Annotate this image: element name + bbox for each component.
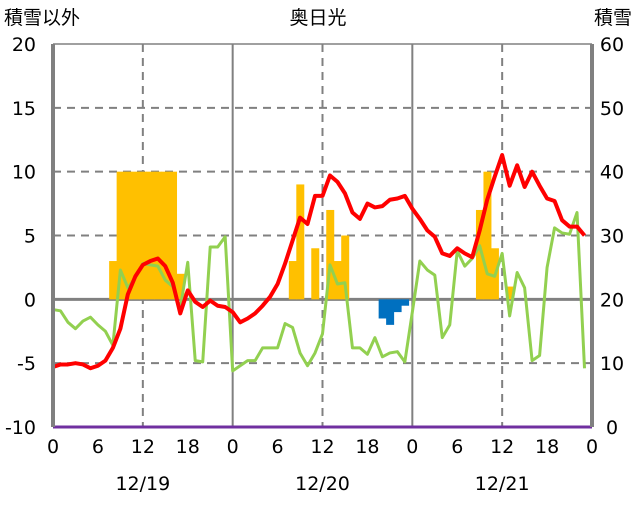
chart-title: 奥日光	[289, 7, 346, 29]
right-tick-label: 40	[600, 162, 624, 184]
snowfall-bar	[296, 184, 305, 300]
snowfall-bar	[176, 273, 185, 300]
x-tick-label: 12	[131, 436, 155, 458]
left-tick-label: 5	[24, 226, 36, 248]
snowfall-bar	[333, 261, 342, 300]
snowfall-bar	[326, 209, 335, 300]
date-label: 12/21	[475, 473, 530, 495]
x-tick-label: 0	[47, 436, 59, 458]
right-tick-label: 50	[600, 98, 624, 120]
snowfall-bar	[131, 171, 140, 300]
snowfall-bar	[154, 171, 163, 300]
frame	[51, 43, 594, 427]
snowfall-bar	[161, 171, 170, 300]
left-tick-label: 10	[12, 162, 36, 184]
x-tick-label: 6	[451, 436, 463, 458]
x-tick-label: 18	[176, 436, 200, 458]
bars	[109, 171, 514, 325]
date-label: 12/20	[295, 473, 350, 495]
snowfall-bar	[311, 248, 320, 300]
left-tick-label: -10	[5, 417, 36, 439]
snowfall-bar	[341, 235, 350, 300]
snowfall-bar	[139, 171, 148, 300]
x-tick-label: 6	[272, 436, 284, 458]
right-tick-label: 20	[600, 289, 624, 311]
x-tick-label: 0	[586, 436, 598, 458]
snowfall-bar	[505, 286, 514, 300]
x-tick-label: 6	[92, 436, 104, 458]
left-axis-label: 積雪以外	[4, 7, 80, 29]
left-tick-label: 20	[12, 34, 36, 56]
x-tick-label: 12	[490, 436, 514, 458]
red-series-line	[52, 153, 587, 371]
left-tick-label: 15	[12, 98, 36, 120]
x-tick-label: 0	[227, 436, 239, 458]
snowfall-bar	[288, 261, 297, 300]
left-tick-label: 0	[24, 289, 36, 311]
right-tick-label: 10	[600, 353, 624, 375]
snowfall-bar	[109, 261, 118, 300]
x-tick-label: 0	[406, 436, 418, 458]
x-tick-label: 12	[310, 436, 334, 458]
snowfall-bar	[146, 171, 155, 300]
left-tick-label: -5	[17, 353, 36, 375]
right-tick-label: 0	[606, 417, 618, 439]
lines	[52, 153, 592, 429]
x-tick-label: 18	[535, 436, 559, 458]
right-tick-label: 60	[600, 34, 624, 56]
x-tick-label: 18	[355, 436, 379, 458]
right-axis-label: 積雪	[594, 7, 632, 29]
negative-bar	[401, 299, 410, 306]
snowfall-bar	[483, 171, 492, 300]
date-label: 12/19	[115, 473, 170, 495]
right-tick-label: 30	[600, 226, 624, 248]
snowfall-bar	[116, 171, 125, 300]
negative-bar	[393, 299, 402, 313]
negative-bar	[378, 299, 387, 319]
snowfall-bar	[124, 171, 133, 300]
snowfall-bar	[475, 209, 484, 300]
snowfall-bar	[169, 171, 178, 300]
negative-bar	[386, 299, 395, 325]
